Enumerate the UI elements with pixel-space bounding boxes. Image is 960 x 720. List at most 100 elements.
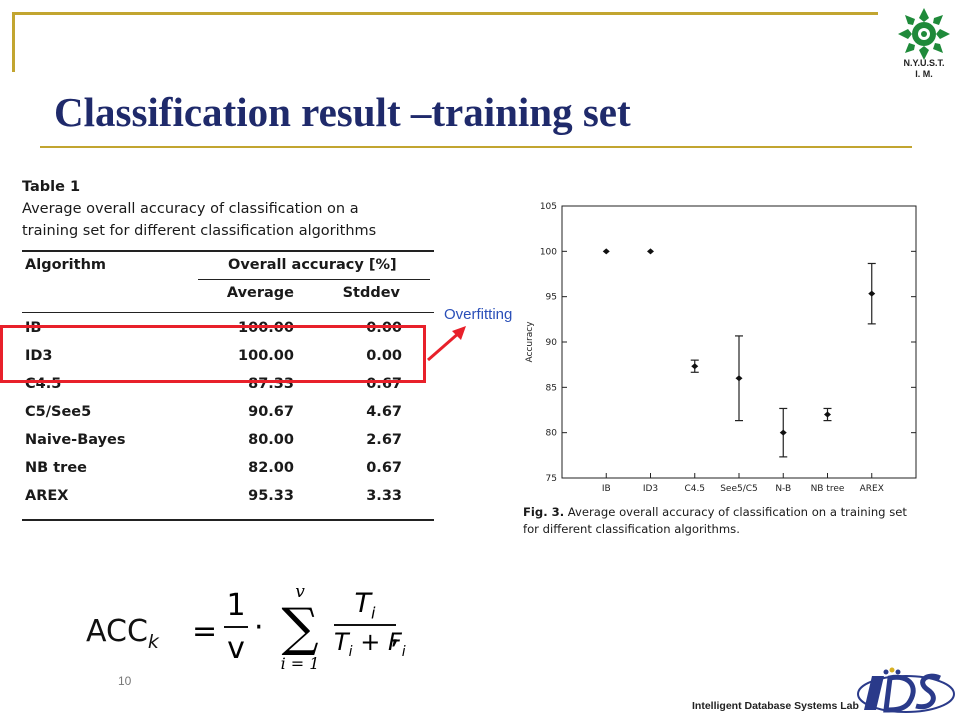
table-label: Table 1 bbox=[22, 179, 81, 195]
formula-lhs-subscript: k bbox=[147, 631, 159, 653]
x-tick-label: IB bbox=[602, 484, 611, 494]
data-point bbox=[779, 429, 787, 436]
row-algorithm: AREX bbox=[25, 488, 69, 504]
slide-title: Classification result –training set bbox=[54, 89, 631, 135]
chart-background bbox=[520, 196, 922, 544]
y-tick-label: 95 bbox=[546, 293, 557, 303]
row-algorithm: ID3 bbox=[25, 348, 53, 364]
lab-logo-icon bbox=[857, 667, 955, 713]
accuracy-formula: ACCk = 1 v · v ∑ i = 1 Ti Ti + Fi , bbox=[86, 582, 406, 688]
data-point bbox=[735, 375, 743, 382]
institution-line-2: I. M. bbox=[915, 69, 933, 79]
table-caption: Table 1 Average overall accuracy of clas… bbox=[22, 176, 434, 242]
formula-lhs: ACC bbox=[86, 614, 148, 649]
row-algorithm: C5/See5 bbox=[25, 404, 92, 420]
header-frame-top bbox=[12, 12, 878, 15]
overfitting-label: Overfitting bbox=[444, 306, 513, 323]
header-algorithm: Algorithm bbox=[25, 256, 107, 273]
formula-main-bar bbox=[334, 624, 396, 627]
institution-label: N.Y.U.S.T. I. M. bbox=[892, 58, 956, 80]
row-algorithm: NB tree bbox=[25, 460, 87, 476]
row-stddev: 0.67 bbox=[366, 460, 402, 476]
row-stddev: 0.00 bbox=[366, 320, 402, 336]
table-caption-line-1: Average overall accuracy of classificati… bbox=[22, 201, 359, 217]
row-average: 95.33 bbox=[248, 488, 294, 504]
figure-caption-line-1: Average overall accuracy of classificati… bbox=[567, 505, 907, 519]
row-stddev: 0.00 bbox=[366, 348, 402, 364]
x-tick-label: NB tree bbox=[811, 484, 845, 494]
row-stddev: 4.67 bbox=[366, 404, 402, 420]
header-group-rule bbox=[198, 278, 430, 280]
y-tick-label: 100 bbox=[540, 247, 557, 257]
x-tick-label: ID3 bbox=[643, 484, 658, 494]
y-tick-label: 105 bbox=[540, 202, 557, 212]
table-row: NB tree 82.00 0.67 bbox=[22, 455, 434, 483]
header-average: Average bbox=[226, 284, 294, 301]
y-tick-label: 90 bbox=[546, 338, 558, 348]
formula-denominator-f-subscript: i bbox=[401, 644, 406, 661]
formula-tail-comma: , bbox=[390, 616, 400, 651]
accuracy-table: Table 1 Average overall accuracy of clas… bbox=[22, 176, 434, 521]
formula-frac-numerator: 1 bbox=[226, 588, 246, 623]
row-stddev: 2.67 bbox=[366, 432, 402, 448]
table-row: C5/See5 90.67 4.67 bbox=[22, 399, 434, 427]
page-number: 10 bbox=[118, 674, 132, 688]
y-tick-label: 75 bbox=[546, 474, 557, 484]
header-overall-accuracy: Overall accuracy [%] bbox=[228, 256, 397, 273]
data-point bbox=[691, 363, 699, 370]
formula-sum-upper: v bbox=[295, 582, 305, 602]
header-stddev: Stddev bbox=[342, 284, 400, 301]
x-tick-label: See5/C5 bbox=[720, 484, 758, 494]
table-caption-line-2: training set for different classificatio… bbox=[22, 223, 377, 239]
overfitting-arrow-icon bbox=[427, 326, 466, 362]
overfitting-highlight-box bbox=[0, 325, 426, 383]
table-bottom-rule bbox=[22, 519, 434, 521]
data-point bbox=[868, 290, 876, 297]
header-frame-left bbox=[12, 12, 15, 72]
table-row: AREX 95.33 3.33 bbox=[22, 483, 434, 511]
formula-denominator-f: + F bbox=[360, 628, 402, 657]
row-algorithm: Naive-Bayes bbox=[25, 432, 126, 448]
row-average: 90.67 bbox=[248, 404, 294, 420]
table-top-rule bbox=[22, 250, 434, 252]
table-row: ID3 100.00 0.00 bbox=[22, 343, 434, 371]
data-point bbox=[824, 411, 831, 418]
row-average: 100.00 bbox=[238, 348, 294, 364]
table-header-row-1: Algorithm Overall accuracy [%] bbox=[22, 252, 434, 280]
title-underline bbox=[40, 146, 912, 148]
x-tick-label: AREX bbox=[860, 484, 884, 494]
figure-caption: Fig. 3. Average overall accuracy of clas… bbox=[523, 504, 918, 538]
row-average: 80.00 bbox=[248, 432, 294, 448]
institution-line-1: N.Y.U.S.T. bbox=[903, 58, 945, 68]
accuracy-chart: 75 80 85 90 95 100 105 Accuracy IB ID3 C4.5 See5/C5… bbox=[520, 196, 922, 544]
y-tick-label: 80 bbox=[546, 429, 558, 439]
row-algorithm: IB bbox=[25, 320, 42, 336]
figure-caption-line-2: for different classification algorithms. bbox=[523, 522, 740, 536]
y-tick-label: 85 bbox=[546, 383, 557, 393]
table-row: Naive-Bayes 80.00 2.67 bbox=[22, 427, 434, 455]
formula-sum-lower: i = 1 bbox=[280, 654, 320, 673]
x-tick-label: N-B bbox=[775, 484, 791, 494]
formula-denominator-t-subscript: i bbox=[348, 644, 353, 661]
table-body: IB 100.00 0.00 ID3 100.00 0.00 C4.5 87.3… bbox=[22, 315, 434, 511]
formula-numerator-subscript: i bbox=[371, 603, 376, 623]
row-average: 82.00 bbox=[248, 460, 294, 476]
data-point bbox=[602, 248, 610, 255]
sigma-icon: ∑ bbox=[281, 598, 319, 658]
formula-dot: · bbox=[254, 610, 264, 645]
data-point bbox=[647, 248, 654, 255]
row-average: 100.00 bbox=[238, 320, 294, 336]
formula-frac-denominator: v bbox=[227, 631, 245, 666]
x-tick-label: C4.5 bbox=[684, 484, 705, 494]
table-row: IB 100.00 0.00 bbox=[22, 315, 434, 343]
figure-label: Fig. 3. bbox=[523, 505, 565, 519]
footer-lab-name: Intelligent Database Systems Lab bbox=[692, 700, 859, 712]
table-header-row-2: Average Stddev bbox=[22, 280, 434, 306]
row-stddev: 3.33 bbox=[366, 488, 402, 504]
university-logo-icon bbox=[898, 8, 950, 60]
formula-numerator: T bbox=[354, 588, 372, 619]
formula-frac-bar bbox=[224, 626, 248, 628]
y-axis-label: Accuracy bbox=[525, 321, 535, 363]
table-header-rule bbox=[22, 311, 434, 313]
formula-denominator-t: T bbox=[334, 628, 349, 657]
